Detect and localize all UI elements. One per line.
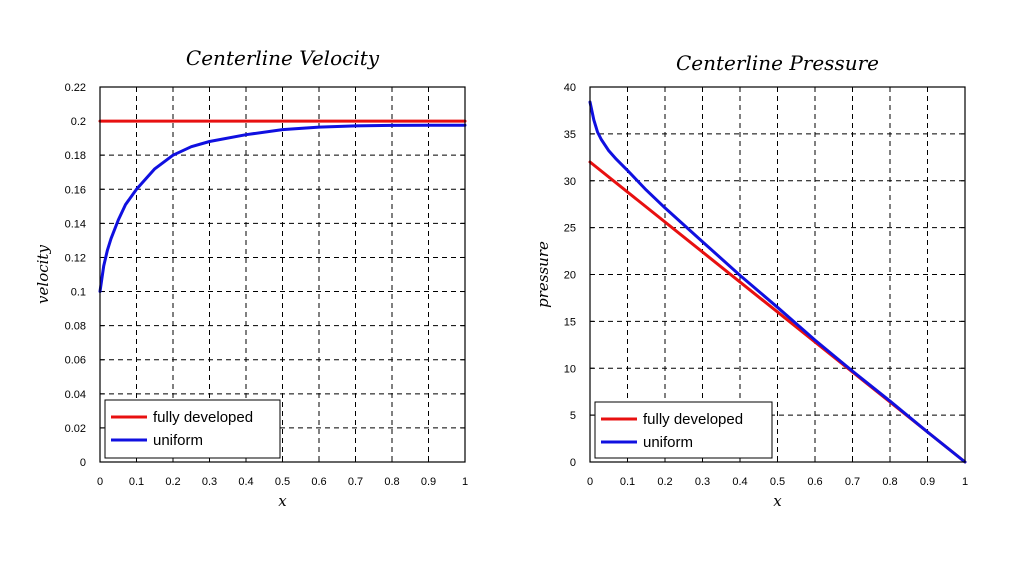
plot-frame bbox=[99, 86, 466, 463]
y-tick-label: 0.04 bbox=[65, 389, 86, 401]
x-tick-label: 0.7 bbox=[348, 476, 363, 488]
y-axis-label: velocity bbox=[34, 245, 52, 304]
y-tick-label: 0 bbox=[80, 457, 86, 469]
x-tick-label: 0.5 bbox=[770, 476, 785, 488]
chart-title: Centerline Pressure bbox=[676, 51, 879, 75]
x-tick-label: 0 bbox=[97, 476, 103, 488]
x-tick-label: 0.1 bbox=[129, 476, 144, 488]
y-tick-label: 35 bbox=[564, 129, 576, 141]
series-line-uniform bbox=[588, 100, 967, 464]
x-tick-label: 0.4 bbox=[238, 476, 253, 488]
x-tick-label: 0.5 bbox=[275, 476, 290, 488]
y-tick-label: 40 bbox=[564, 82, 576, 94]
y-tick-label: 10 bbox=[564, 363, 576, 375]
y-tick-label: 0.08 bbox=[65, 321, 86, 333]
x-axis-label: x bbox=[278, 492, 287, 510]
y-tick-label: 0.16 bbox=[65, 184, 86, 196]
y-tick-label: 15 bbox=[564, 316, 576, 328]
y-tick-label: 0.2 bbox=[71, 116, 86, 128]
series-line-uniform bbox=[98, 123, 467, 293]
x-tick-label: 0.8 bbox=[384, 476, 399, 488]
x-tick-label: 0.7 bbox=[845, 476, 860, 488]
x-tick-label: 0.2 bbox=[165, 476, 180, 488]
y-tick-label: 0.1 bbox=[71, 287, 86, 299]
x-tick-label: 0.3 bbox=[695, 476, 710, 488]
x-tick-label: 1 bbox=[962, 476, 968, 488]
x-axis-label: x bbox=[773, 492, 782, 510]
x-tick-label: 0.3 bbox=[202, 476, 217, 488]
y-tick-label: 0.22 bbox=[65, 82, 86, 94]
y-tick-label: 25 bbox=[564, 223, 576, 235]
x-tick-label: 0.9 bbox=[421, 476, 436, 488]
y-tick-label: 0 bbox=[570, 457, 576, 469]
chart-title: Centerline Velocity bbox=[186, 46, 380, 70]
y-tick-label: 30 bbox=[564, 176, 576, 188]
legend-label: fully developed bbox=[153, 409, 253, 426]
x-tick-label: 0.6 bbox=[807, 476, 822, 488]
x-tick-label: 0.1 bbox=[620, 476, 635, 488]
legend-box bbox=[104, 399, 281, 459]
plot-frame bbox=[589, 86, 966, 463]
y-axis-label: pressure bbox=[534, 241, 552, 308]
y-tick-label: 20 bbox=[564, 270, 576, 282]
y-tick-label: 0.12 bbox=[65, 252, 86, 264]
x-tick-label: 0.4 bbox=[732, 476, 747, 488]
legend-box bbox=[594, 401, 773, 459]
y-tick-label: 0.14 bbox=[65, 218, 86, 230]
legend-label: uniform bbox=[153, 432, 203, 449]
y-tick-label: 5 bbox=[570, 410, 576, 422]
y-tick-label: 0.02 bbox=[65, 423, 86, 435]
y-tick-label: 0.06 bbox=[65, 355, 86, 367]
x-tick-label: 0.6 bbox=[311, 476, 326, 488]
x-tick-label: 0 bbox=[587, 476, 593, 488]
x-tick-label: 1 bbox=[462, 476, 468, 488]
pressure-chart: Centerline Pressure 0 0.1 0.2 0.3 0.4 0.5 0.6 0.… bbox=[534, 51, 968, 510]
legend-label: fully developed bbox=[643, 411, 743, 428]
y-tick-label: 0.18 bbox=[65, 150, 86, 162]
legend-label: uniform bbox=[643, 434, 693, 451]
x-tick-label: 0.9 bbox=[920, 476, 935, 488]
x-tick-label: 0.2 bbox=[657, 476, 672, 488]
velocity-chart: Centerline Velocity 0 0.1 0.2 0.3 0.4 0.5 0.6 0.… bbox=[34, 46, 468, 510]
x-tick-label: 0.8 bbox=[882, 476, 897, 488]
